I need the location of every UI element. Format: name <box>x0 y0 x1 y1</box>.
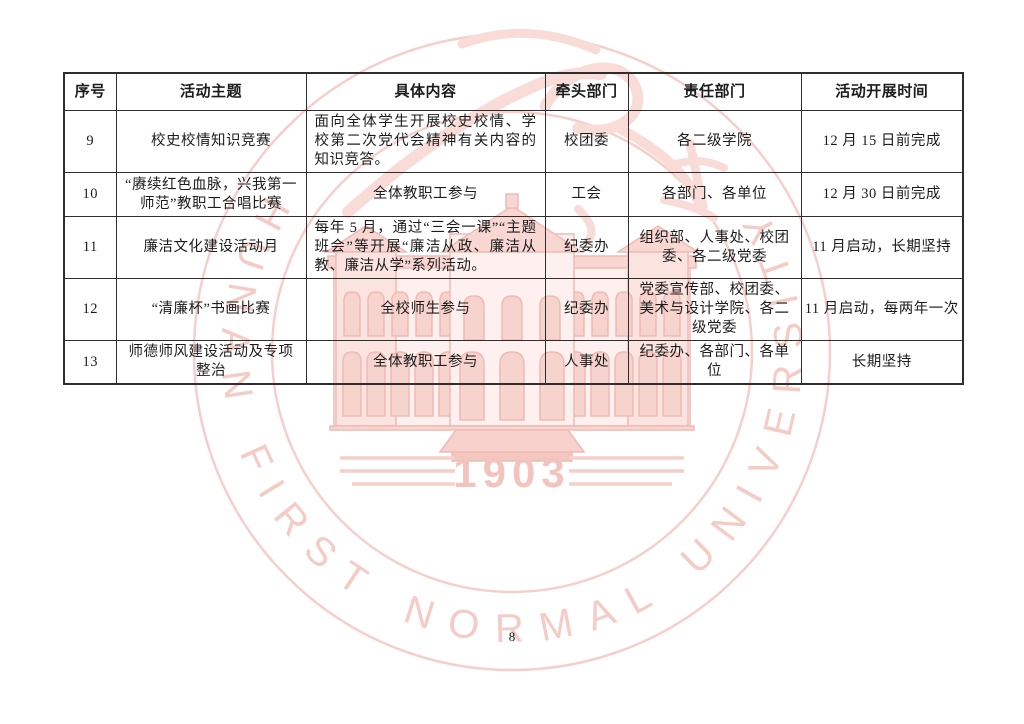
cell-no: 13 <box>63 340 117 385</box>
cell-resp: 各部门、各单位 <box>627 172 802 217</box>
page-number: 8 <box>508 629 516 644</box>
table-row: 10 “赓续红色血脉，兴我第一师范”教职工合唱比赛 全体教职工参与 工会 各部门… <box>63 172 964 217</box>
cell-resp: 纪委办、各部门、各单位 <box>627 340 802 385</box>
cell-no: 12 <box>63 278 117 341</box>
cell-lead: 工会 <box>544 172 629 217</box>
header-time: 活动开展时间 <box>800 72 964 111</box>
cell-lead: 纪委办 <box>544 278 629 341</box>
cell-time: 11 月启动，长期坚持 <box>800 216 964 279</box>
cell-theme: “清廉杯”书画比赛 <box>115 278 307 341</box>
table-row: 9 校史校情知识竞赛 面向全体学生开展校史校情、学校第二次党代会精神有关内容的知… <box>63 110 964 173</box>
cell-content: 全校师生参与 <box>305 278 546 341</box>
cell-content: 面向全体学生开展校史校情、学校第二次党代会精神有关内容的知识竞答。 <box>305 110 546 173</box>
header-no: 序号 <box>63 72 117 111</box>
table-header-row: 序号 活动主题 具体内容 牵头部门 责任部门 活动开展时间 <box>63 72 964 111</box>
cell-lead: 纪委办 <box>544 216 629 279</box>
cell-content: 全体教职工参与 <box>305 172 546 217</box>
header-content: 具体内容 <box>305 72 546 111</box>
header-theme: 活动主题 <box>115 72 307 111</box>
cell-theme: 师德师风建设活动及专项整治 <box>115 340 307 385</box>
cell-lead: 校团委 <box>544 110 629 173</box>
table-row: 12 “清廉杯”书画比赛 全校师生参与 纪委办 党委宣传部、校团委、美术与设计学… <box>63 278 964 341</box>
cell-content: 每年 5 月，通过“三会一课”“主题班会”等开展“廉洁从政、廉洁从教、廉洁从学”… <box>305 216 546 279</box>
cell-time: 长期坚持 <box>800 340 964 385</box>
header-lead: 牵头部门 <box>544 72 629 111</box>
cell-time: 12 月 15 日前完成 <box>800 110 964 173</box>
header-resp: 责任部门 <box>627 72 802 111</box>
cell-no: 9 <box>63 110 117 173</box>
seal-year-rules <box>340 456 684 486</box>
cell-resp: 党委宣传部、校团委、美术与设计学院、各二级党委 <box>627 278 802 341</box>
table-row: 13 师德师风建设活动及专项整治 全体教职工参与 人事处 纪委办、各部门、各单位… <box>63 340 964 385</box>
cell-theme: 廉洁文化建设活动月 <box>115 216 307 279</box>
cell-time: 12 月 30 日前完成 <box>800 172 964 217</box>
table-row: 11 廉洁文化建设活动月 每年 5 月，通过“三会一课”“主题班会”等开展“廉洁… <box>63 216 964 279</box>
cell-time: 11 月启动，每两年一次 <box>800 278 964 341</box>
seal-year: 1903 <box>453 449 570 496</box>
cell-theme: “赓续红色血脉，兴我第一师范”教职工合唱比赛 <box>115 172 307 217</box>
cell-resp: 组织部、人事处、校团委、各二级党委 <box>627 216 802 279</box>
cell-resp: 各二级学院 <box>627 110 802 173</box>
cell-theme: 校史校情知识竞赛 <box>115 110 307 173</box>
activity-plan-table: 序号 活动主题 具体内容 牵头部门 责任部门 活动开展时间 9 校史校情知识竞赛… <box>63 72 964 385</box>
cell-lead: 人事处 <box>544 340 629 385</box>
cell-content: 全体教职工参与 <box>305 340 546 385</box>
cell-no: 11 <box>63 216 117 279</box>
cell-no: 10 <box>63 172 117 217</box>
